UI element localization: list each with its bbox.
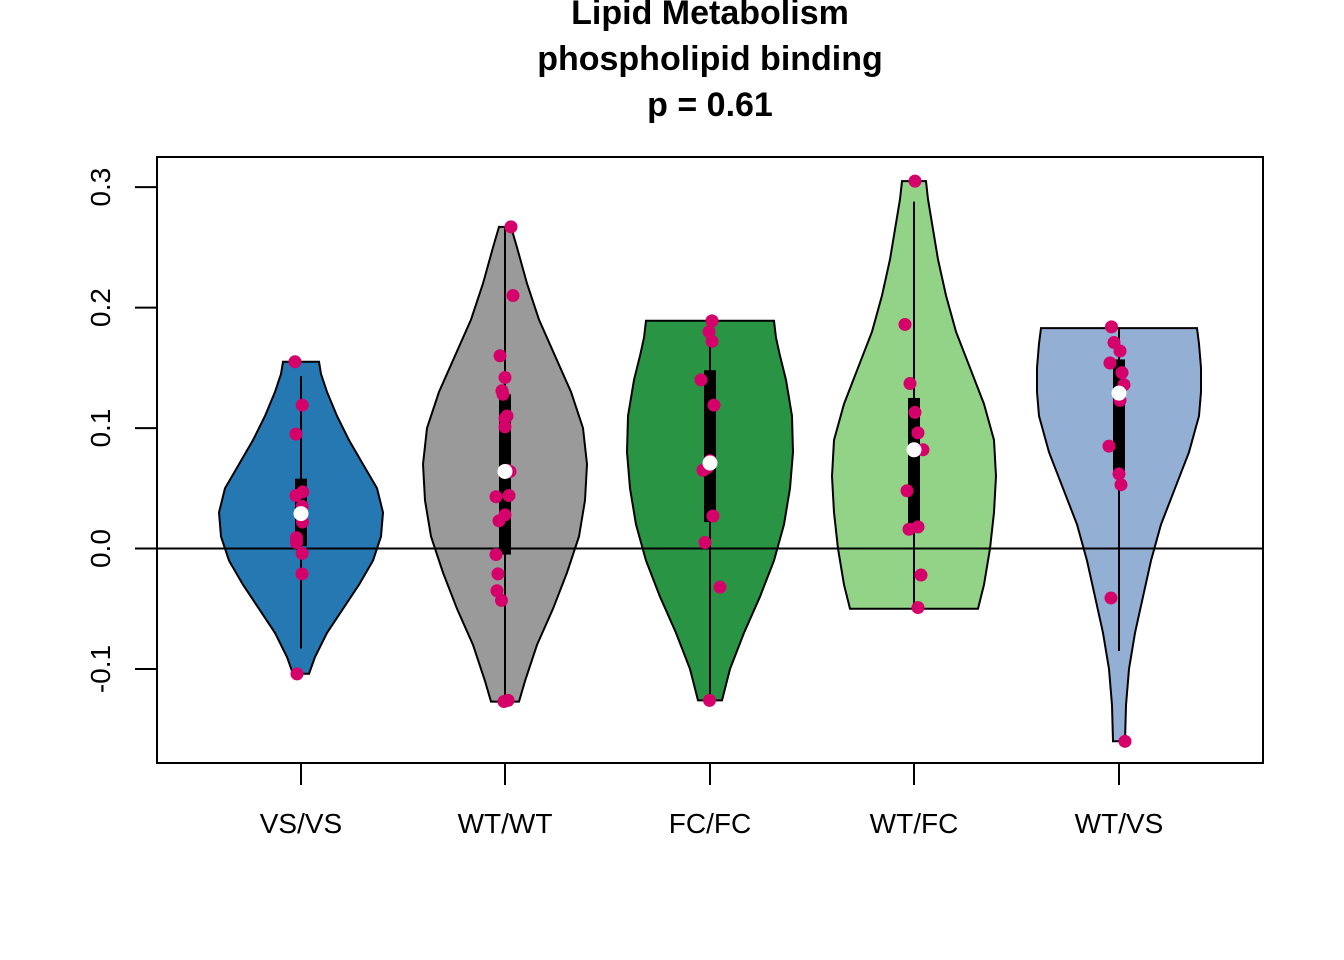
data-point-fc-fc	[703, 693, 716, 707]
y-tick-label: 0.1	[85, 409, 116, 448]
data-point-wt-wt	[495, 593, 508, 607]
data-point-wt-fc	[902, 522, 916, 536]
data-point-wt-vs	[1105, 320, 1118, 334]
data-point-wt-wt	[497, 695, 511, 709]
data-point-vs-vs	[295, 567, 309, 581]
data-point-wt-wt	[489, 490, 503, 504]
y-tick-label: 0.3	[85, 168, 116, 207]
data-point-wt-wt	[502, 489, 516, 503]
data-point-wt-wt	[496, 387, 510, 401]
data-point-vs-vs	[290, 667, 304, 681]
data-point-fc-fc	[698, 536, 712, 550]
data-point-wt-wt	[498, 420, 512, 434]
median-wt-vs	[1111, 385, 1127, 401]
data-point-wt-wt	[489, 548, 503, 562]
data-point-wt-wt	[506, 289, 520, 303]
data-point-wt-fc	[911, 601, 925, 615]
data-point-wt-fc	[908, 174, 922, 188]
chart-title-line-2: phospholipid binding	[537, 40, 883, 78]
data-point-wt-wt	[498, 370, 512, 384]
x-tick-label-wt-wt: WT/WT	[458, 808, 553, 839]
data-point-vs-vs	[288, 355, 302, 369]
median-vs-vs	[293, 506, 309, 522]
data-point-vs-vs	[296, 485, 310, 499]
data-point-vs-vs	[290, 536, 303, 550]
y-tick-label: 0.0	[85, 529, 116, 568]
data-point-fc-fc	[705, 334, 719, 348]
data-point-wt-fc	[908, 405, 922, 419]
x-tick-label-wt-vs: WT/VS	[1075, 808, 1164, 839]
data-point-wt-vs	[1114, 478, 1128, 492]
data-point-wt-vs	[1113, 344, 1127, 358]
data-point-wt-vs	[1112, 467, 1126, 481]
data-point-wt-fc	[903, 376, 917, 390]
chart-title-line-1: Lipid Metabolism	[571, 0, 849, 32]
data-point-wt-wt	[492, 514, 506, 528]
y-tick-label: 0.2	[85, 288, 116, 327]
data-point-wt-wt	[504, 220, 518, 234]
x-tick-label-fc-fc: FC/FC	[669, 808, 751, 839]
data-point-wt-vs	[1115, 366, 1129, 380]
x-axis: VS/VS WT/WT FC/FC WT/FC WT/VS	[260, 763, 1164, 839]
data-point-fc-fc	[694, 373, 708, 387]
median-wt-fc	[906, 442, 922, 458]
chart-title-line-3: p = 0.61	[647, 86, 773, 124]
data-point-wt-wt	[490, 584, 504, 598]
y-axis: -0.1 0.0 0.1 0.2 0.3	[85, 168, 157, 693]
data-point-vs-vs	[289, 427, 303, 441]
median-fc-fc	[702, 455, 718, 471]
data-point-wt-wt	[493, 349, 507, 363]
data-point-fc-fc	[713, 580, 727, 594]
data-point-wt-vs	[1104, 591, 1118, 605]
median-wt-wt	[497, 463, 513, 479]
data-point-fc-fc	[706, 509, 720, 523]
data-point-wt-wt	[491, 567, 505, 581]
data-point-wt-fc	[898, 317, 912, 331]
data-point-wt-vs	[1102, 439, 1116, 453]
points-layer	[288, 174, 1132, 748]
data-point-vs-vs	[295, 398, 309, 412]
data-point-wt-fc	[900, 484, 914, 498]
data-point-fc-fc	[705, 314, 719, 328]
x-tick-label-wt-fc: WT/FC	[870, 808, 959, 839]
iqr-box-fc-fc	[704, 370, 716, 523]
x-tick-label-vs-vs: VS/VS	[260, 808, 342, 839]
data-point-vs-vs	[295, 546, 309, 560]
y-tick-label: -0.1	[85, 645, 116, 693]
data-point-wt-fc	[914, 568, 928, 582]
data-point-wt-vs	[1103, 356, 1117, 370]
boxes-layer	[295, 201, 1125, 702]
data-point-wt-fc	[911, 426, 925, 440]
data-point-fc-fc	[707, 398, 721, 412]
data-point-wt-vs	[1118, 734, 1132, 748]
